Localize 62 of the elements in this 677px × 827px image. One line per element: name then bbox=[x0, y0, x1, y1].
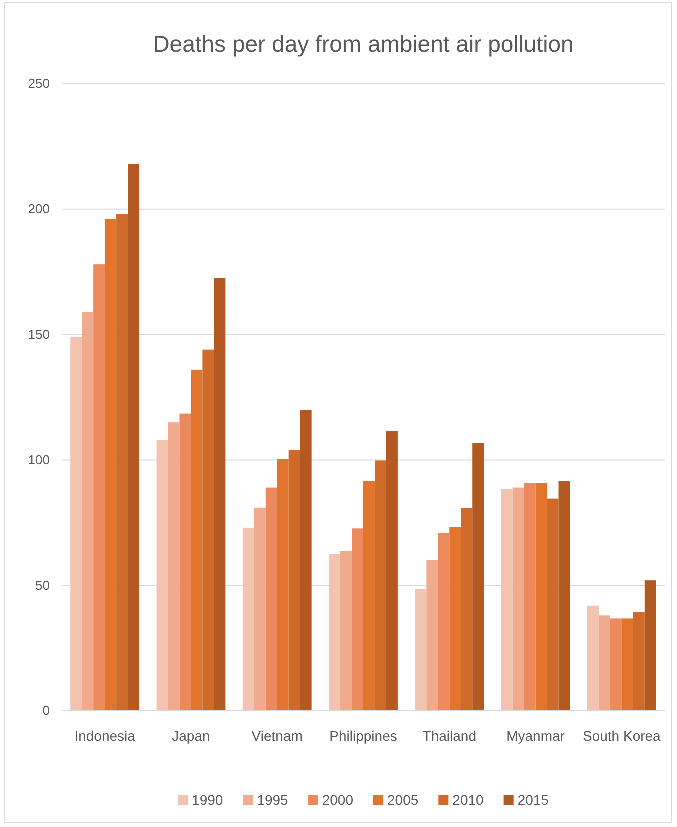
bar bbox=[329, 554, 341, 711]
bar bbox=[70, 337, 82, 711]
bar bbox=[461, 508, 473, 711]
bar bbox=[191, 370, 203, 711]
bar bbox=[82, 312, 94, 711]
legend-label: 1990 bbox=[192, 792, 224, 808]
bar bbox=[288, 450, 300, 711]
bar bbox=[168, 422, 180, 711]
bar bbox=[547, 498, 559, 711]
y-tick-label: 200 bbox=[28, 202, 50, 217]
chart-title: Deaths per day from ambient air pollution bbox=[153, 31, 574, 57]
bar bbox=[622, 618, 634, 711]
bar bbox=[438, 533, 450, 711]
bar bbox=[352, 528, 364, 711]
bar bbox=[501, 489, 513, 711]
legend-label: 2015 bbox=[518, 792, 550, 808]
bar bbox=[512, 488, 524, 711]
bar bbox=[633, 612, 645, 711]
bar bbox=[364, 481, 375, 711]
bar bbox=[426, 560, 438, 711]
legend-label: 1995 bbox=[257, 792, 289, 808]
x-tick-label: Myanmar bbox=[506, 728, 566, 744]
bar bbox=[598, 616, 610, 711]
bar bbox=[180, 414, 192, 711]
bar bbox=[374, 460, 386, 711]
bar bbox=[450, 527, 462, 711]
y-tick-label: 50 bbox=[36, 578, 50, 593]
y-tick-label: 250 bbox=[28, 76, 50, 92]
bar bbox=[610, 618, 622, 711]
bar bbox=[214, 278, 226, 711]
legend-label: 2005 bbox=[388, 792, 419, 808]
y-tick-label: 0 bbox=[42, 703, 50, 718]
y-tick-label: 100 bbox=[28, 452, 50, 468]
x-tick-label: Thailand bbox=[422, 728, 476, 744]
x-tick-label: Philippines bbox=[330, 728, 398, 744]
bar bbox=[536, 483, 548, 711]
bar bbox=[587, 606, 599, 711]
x-tick-label: Indonesia bbox=[74, 728, 136, 744]
y-tick-label: 150 bbox=[28, 326, 50, 342]
bar bbox=[242, 528, 254, 711]
bar bbox=[94, 264, 106, 711]
bar bbox=[128, 164, 140, 711]
bar bbox=[277, 459, 289, 711]
bar bbox=[105, 219, 117, 711]
x-tick-label: South Korea bbox=[583, 728, 662, 744]
bar bbox=[266, 488, 278, 711]
bar bbox=[415, 589, 427, 711]
bar bbox=[472, 443, 484, 711]
bar bbox=[202, 350, 214, 711]
x-tick-label: Vietnam bbox=[252, 728, 303, 744]
bar bbox=[116, 214, 128, 711]
bar bbox=[644, 580, 656, 711]
bar bbox=[558, 481, 570, 711]
legend-label: 2000 bbox=[322, 792, 354, 808]
bar bbox=[300, 410, 312, 711]
bar bbox=[254, 508, 266, 711]
bar bbox=[340, 550, 352, 711]
legend-label: 2010 bbox=[452, 792, 484, 808]
bar bbox=[156, 440, 168, 711]
x-tick-label: Japan bbox=[172, 728, 210, 744]
bar bbox=[524, 483, 536, 711]
bar bbox=[386, 431, 398, 711]
